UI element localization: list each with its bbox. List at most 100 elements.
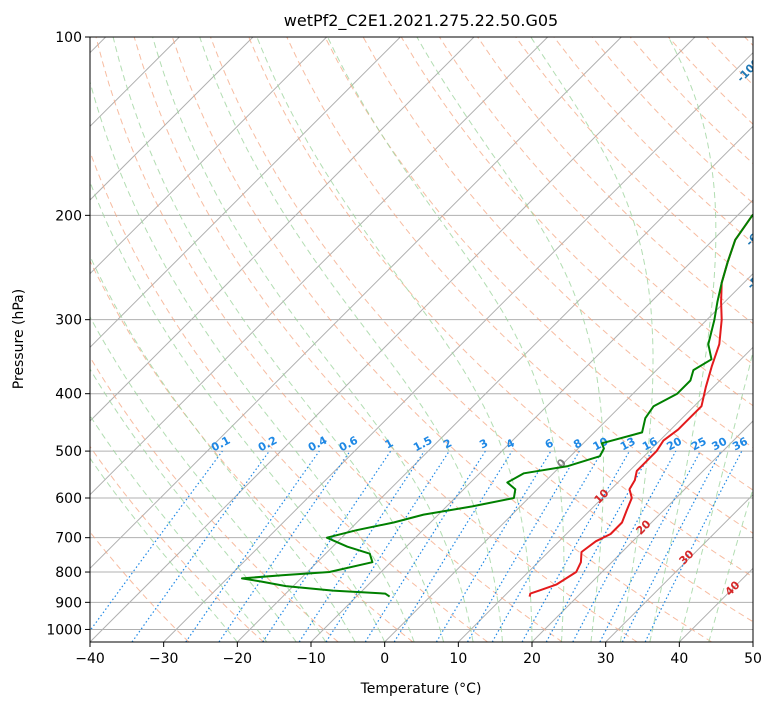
dry-adiabat [171,37,712,642]
dry-adiabat [477,37,753,325]
isotherm-gridline [163,51,753,642]
moist-adiabat [678,350,753,642]
moist-adiabat [256,37,533,642]
dry-adiabat-label: -70 [762,167,775,190]
dry-adiabat-label: -90 [767,84,775,107]
dry-adiabat-label: -50 [744,269,767,292]
moist-adiabat [90,254,356,642]
moist-adiabat [90,315,327,642]
x-axis: −40 −30 −20 −10 0 10 20 30 40 50 [75,642,762,667]
moist-adiabat-label: 30 [677,547,697,567]
x-tick-label: 20 [523,651,541,667]
dry-adiabat [95,37,563,642]
dry-adiabat-label: -60 [743,226,766,249]
isotherm-gridline [90,37,328,275]
dry-adiabat [515,37,753,284]
moist-adiabat-label: 10 [592,486,612,506]
mixing-ratio-line [131,450,270,642]
isotherm-gridline [605,493,753,642]
y-tick-label: 700 [55,531,82,547]
moist-adiabat [708,487,753,642]
dry-adiabat [90,259,414,642]
dry-adiabat [90,150,488,642]
x-axis-label: Temperature (°C) [360,681,482,697]
mixing-ratio-line [545,450,653,642]
moist-adiabat [327,37,565,642]
dry-adiabat [90,445,264,642]
dry-adiabat [553,37,753,244]
mixing-ratio-line [572,450,677,642]
y-tick-label: 600 [55,491,82,507]
moist-adiabat [90,180,386,642]
moist-adiabat [416,37,604,642]
mixing-ratio-label: 25 [689,435,709,454]
y-tick-label: 900 [55,595,82,611]
dewpoint-profile [241,213,753,598]
moist-adiabat [152,37,474,642]
mixing-ratio-line [298,450,425,642]
x-tick-label: 40 [670,651,688,667]
isotherm-gridline [310,199,753,642]
mixing-ratio-line [90,450,223,632]
mixing-ratio-line [364,450,486,642]
dry-adiabat-label: -40 [752,305,775,328]
y-axis-label: Pressure (hPa) [11,289,27,389]
dry-adiabat-label: -30 [749,345,772,368]
moist-adiabat [90,457,238,642]
mixing-ratio-line [435,450,552,642]
mixing-ratio-line [599,450,702,642]
dry-adiabat [133,37,638,642]
y-tick-label: 500 [55,444,82,460]
moist-adiabat [90,414,268,642]
moist-adiabat [112,37,445,642]
y-tick-label: 300 [55,313,82,329]
mixing-ratio-line [325,450,450,642]
mixing-ratio-line [521,450,631,642]
y-tick-label: 400 [55,387,82,403]
isotherm-gridline [90,37,254,201]
plot-area: 0.1 0.2 0.4 0.6 1 1.5 2 3 4 6 8 10 13 16 20 25 30 36-100-… [90,37,775,642]
isotherm-gridline [531,420,753,642]
dry-adiabat [248,37,753,578]
mixing-ratio-label: 13 [618,435,638,454]
mixing-ratio-line [466,450,580,642]
moist-adiabat [649,37,717,642]
dry-adiabat [324,37,753,491]
x-tick-label: −20 [223,651,253,667]
x-tick-label: 0 [380,651,389,667]
mixing-ratio-label: 16 [640,435,660,454]
chart-title: wetPf2_C2E1.2021.275.22.50.G05 [284,11,558,31]
x-tick-label: −40 [75,651,105,667]
isotherm-gridline [236,125,753,642]
x-tick-label: −30 [149,651,179,667]
dry-adiabat [286,37,753,534]
mixing-ratio-label: 4 [504,436,517,451]
isotherm-gridline [90,37,401,349]
mixing-ratio-line [218,450,351,642]
dry-adiabat [90,356,339,642]
mixing-ratio-label: 30 [710,435,730,454]
moist-adiabat [530,37,654,642]
dry-adiabat [90,531,190,642]
temperature-profile [528,213,753,597]
moist-adiabat [199,37,503,642]
moist-adiabat [90,368,297,642]
y-tick-label: 100 [55,30,82,46]
isotherm-gridline [457,346,753,642]
isotherm-gridline [678,567,753,642]
x-tick-label: 10 [449,651,467,667]
dry-adiabat [744,37,753,47]
y-axis: 100 200 300 400 500 600 700 800 900 1000 [46,30,90,638]
mixing-ratio-label: 20 [664,435,684,454]
mixing-ratio-label: 3 [477,436,490,451]
y-tick-label: 800 [55,565,82,581]
mixing-ratio-line [262,450,392,642]
mixing-ratio-label: 6 [543,436,556,451]
x-tick-label: 30 [597,651,615,667]
isotherm-gridline [752,641,753,642]
plot-frame [89,36,754,643]
mixing-ratio-label: 10 [591,435,611,454]
mixing-ratio-label: 36 [730,435,750,454]
moist-adiabat [90,79,415,642]
